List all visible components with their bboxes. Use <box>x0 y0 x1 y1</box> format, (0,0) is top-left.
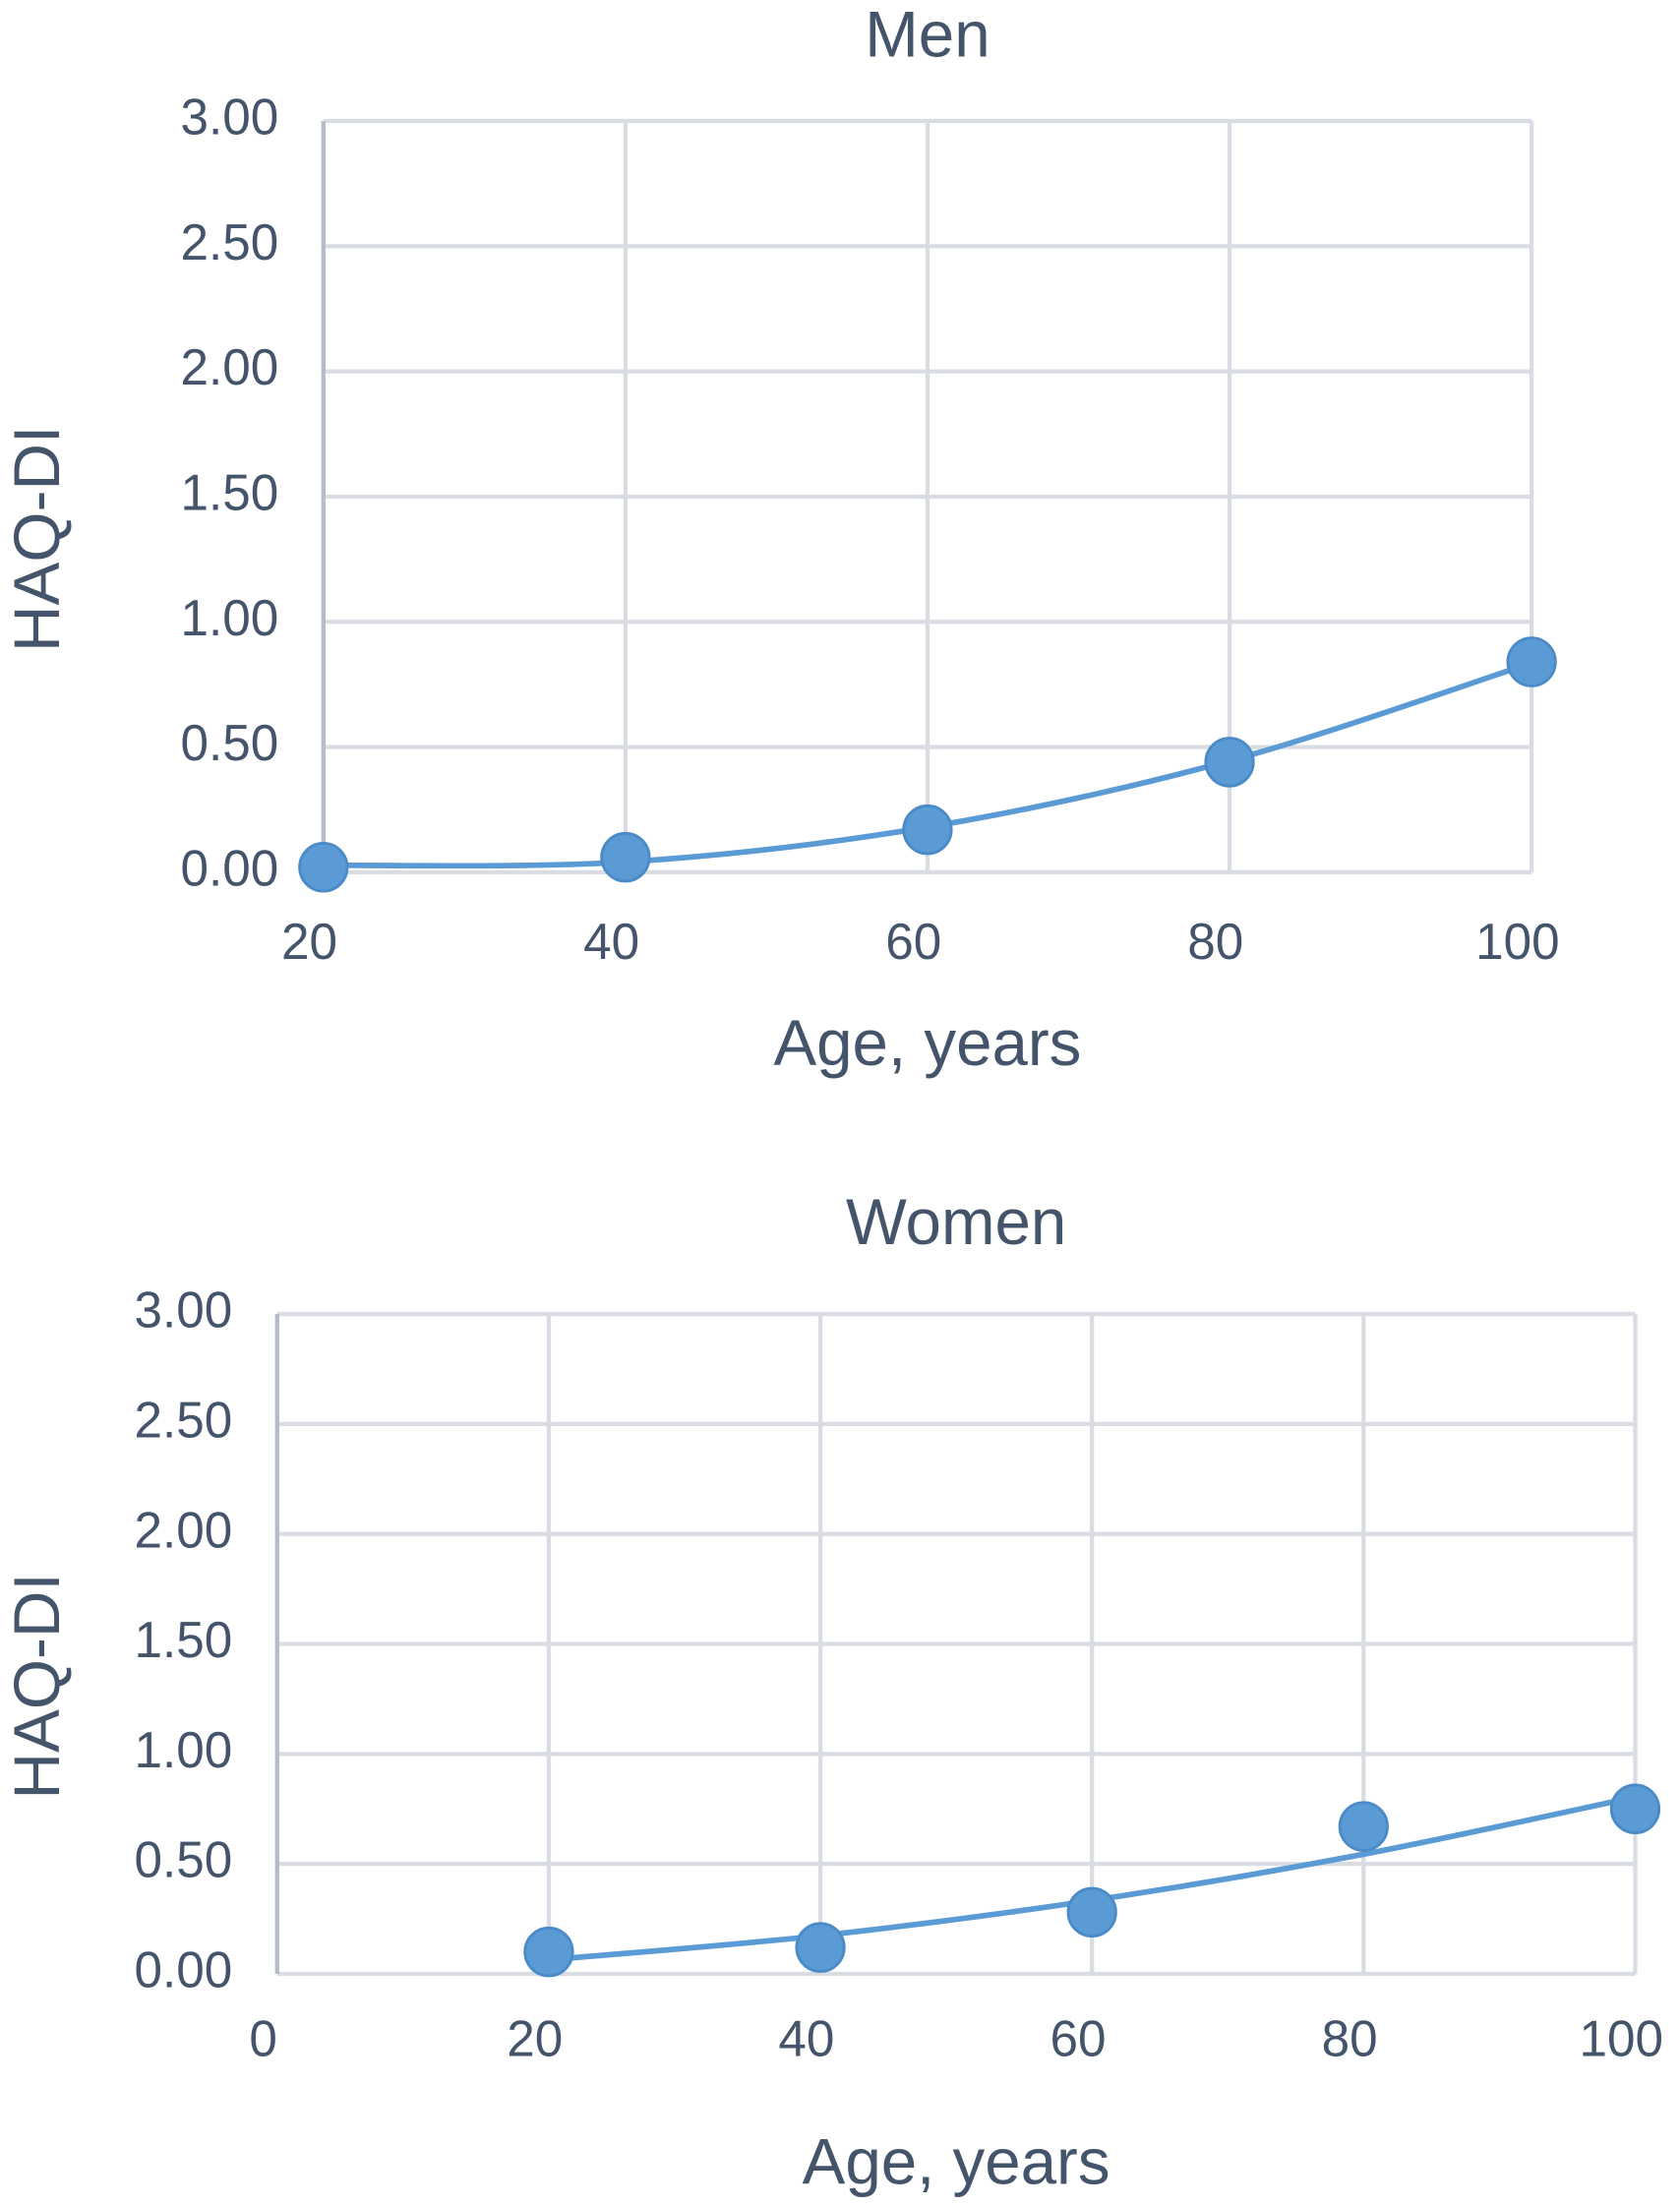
x-tick-label: 80 <box>1322 2011 1378 2067</box>
y-tick-label: 2.00 <box>135 1502 233 1558</box>
data-point <box>902 804 953 856</box>
data-point <box>1066 1886 1117 1938</box>
data-point <box>1506 636 1557 687</box>
chart-title: Men <box>865 0 990 70</box>
data-point <box>1204 737 1255 788</box>
x-tick-label: 0 <box>249 2011 277 2067</box>
data-point <box>1609 1783 1661 1834</box>
x-tick-label: 100 <box>1579 2011 1662 2067</box>
y-tick-label: 0.00 <box>181 840 279 896</box>
data-point <box>600 831 651 883</box>
x-tick-label: 80 <box>1187 914 1243 970</box>
chart-title: Women <box>846 1186 1066 1258</box>
x-tick-label: 20 <box>281 914 337 970</box>
x-tick-label: 40 <box>583 914 639 970</box>
data-point <box>523 1926 574 1978</box>
y-tick-label: 1.00 <box>135 1722 233 1778</box>
y-axis-title: HAQ-DI <box>1 1573 73 1799</box>
data-point <box>298 842 349 893</box>
x-axis-title: Age, years <box>773 1007 1081 1079</box>
x-tick-label: 60 <box>885 914 941 970</box>
y-tick-label: 1.50 <box>135 1612 233 1668</box>
x-tick-label: 20 <box>507 2011 563 2067</box>
y-axis-title: HAQ-DI <box>1 426 73 652</box>
y-tick-label: 3.00 <box>135 1282 233 1339</box>
y-tick-label: 2.50 <box>135 1392 233 1448</box>
y-tick-label: 2.50 <box>181 214 279 270</box>
y-tick-label: 0.50 <box>181 715 279 771</box>
y-tick-label: 0.50 <box>135 1832 233 1888</box>
y-tick-label: 2.00 <box>181 339 279 395</box>
data-point <box>1338 1801 1389 1852</box>
x-tick-label: 100 <box>1475 914 1559 970</box>
x-tick-label: 60 <box>1050 2011 1106 2067</box>
y-tick-label: 3.00 <box>181 89 279 146</box>
y-tick-label: 1.00 <box>181 590 279 646</box>
x-tick-label: 40 <box>778 2011 834 2067</box>
y-tick-label: 0.00 <box>135 1941 233 1997</box>
x-axis-title: Age, years <box>803 2125 1110 2197</box>
y-tick-label: 1.50 <box>181 464 279 520</box>
data-point <box>795 1922 846 1973</box>
